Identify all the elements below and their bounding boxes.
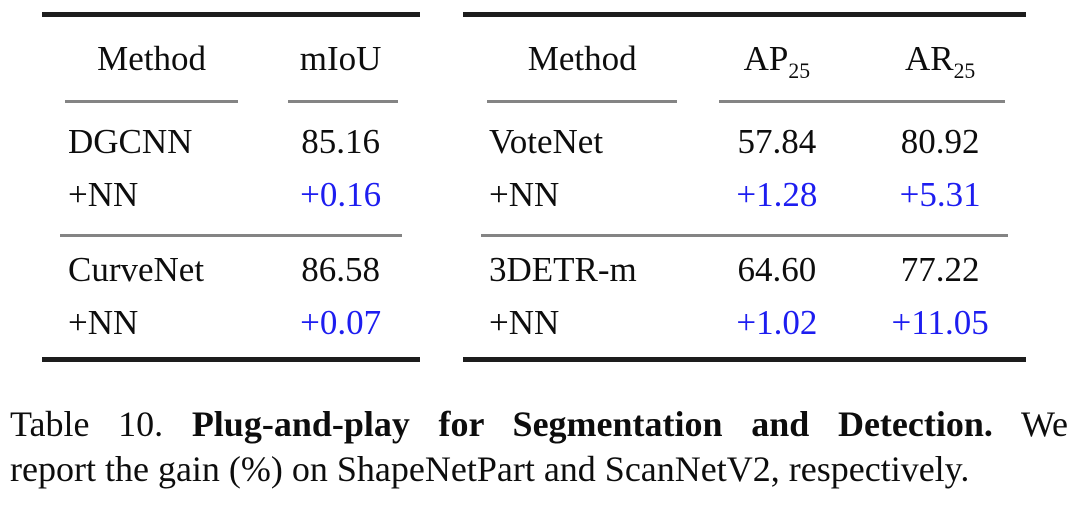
value-cell: 77.22 — [900, 250, 980, 289]
gain-value-cell: +1.28 — [736, 175, 818, 214]
value-cell: 57.84 — [737, 122, 817, 161]
col-header-ar25: AR25 — [854, 38, 1026, 82]
metric-label: AP — [743, 38, 789, 78]
method-cell: +NN — [68, 303, 139, 342]
col-header-method: Method — [97, 38, 207, 78]
bottom-rule — [463, 357, 1026, 362]
header-row: Method AP25 AR25 — [463, 17, 1026, 100]
segmentation-table: Method mIoU DGCNN 85.16 +NN +0.16 CurveN… — [42, 12, 420, 362]
header-separator-row — [463, 100, 1026, 103]
caption-label: Table 10. — [10, 404, 164, 444]
gain-value-cell: +5.31 — [899, 175, 981, 214]
mid-rule — [481, 234, 1008, 237]
caption-line-2: report the gain (%) on ShapeNetPart and … — [10, 449, 970, 489]
method-cell: VoteNet — [489, 122, 604, 161]
table-row: VoteNet 57.84 80.92 — [463, 115, 1026, 168]
col-header-miou: mIoU — [299, 38, 382, 78]
table-row: 3DETR-m 64.60 77.22 — [463, 243, 1026, 296]
header-row: Method mIoU — [42, 17, 420, 100]
header-separator-ap-ar — [719, 100, 1005, 103]
table-row: DGCNN 85.16 — [42, 115, 420, 168]
col-header-method: Method — [527, 38, 637, 78]
caption-line-1: Table 10. Plug-and-play for Segmentation… — [10, 402, 1068, 447]
bottom-rule — [42, 357, 420, 362]
method-cell: +NN — [68, 175, 139, 214]
header-separator-row — [42, 100, 420, 103]
mid-rule — [60, 234, 402, 237]
table-row: +NN +0.07 — [42, 296, 420, 349]
header-separator-miou — [288, 100, 398, 103]
metric-label: AR — [904, 38, 954, 78]
table-block-votenet: VoteNet 57.84 80.92 +NN +1.28 +5.31 — [463, 103, 1026, 234]
figure-caption: Table 10. Plug-and-play for Segmentation… — [10, 402, 1068, 492]
table-row: +NN +1.02 +11.05 — [463, 296, 1026, 349]
top-rule — [42, 12, 420, 17]
detection-table: Method AP25 AR25 VoteNet 57.84 80.92 +NN… — [463, 12, 1026, 362]
caption-title: Plug-and-play for Segmentation and Detec… — [191, 404, 993, 444]
table-row: CurveNet 86.58 — [42, 243, 420, 296]
table-row: +NN +1.28 +5.31 — [463, 168, 1026, 221]
header-separator-method — [487, 100, 678, 103]
value-cell: 85.16 — [301, 122, 380, 161]
top-rule — [463, 12, 1026, 17]
method-cell: +NN — [489, 175, 560, 214]
table-block-curvenet: CurveNet 86.58 +NN +0.07 — [42, 237, 420, 357]
method-cell: +NN — [489, 303, 560, 342]
value-cell: 80.92 — [900, 122, 980, 161]
metric-subscript: 25 — [953, 58, 976, 83]
metric-subscript: 25 — [788, 58, 811, 83]
col-header-ap25: AP25 — [699, 38, 854, 82]
table-block-3detr: 3DETR-m 64.60 77.22 +NN +1.02 +11.05 — [463, 237, 1026, 357]
method-cell: DGCNN — [68, 122, 193, 161]
table-block-dgcnn: DGCNN 85.16 +NN +0.16 — [42, 103, 420, 234]
gain-value-cell: +1.02 — [736, 303, 818, 342]
gain-value-cell: +11.05 — [891, 303, 989, 342]
gain-value-cell: +0.07 — [300, 303, 382, 342]
header-separator-method — [65, 100, 239, 103]
value-cell: 64.60 — [737, 250, 817, 289]
gain-value-cell: +0.16 — [300, 175, 382, 214]
method-cell: 3DETR-m — [489, 250, 637, 289]
value-cell: 86.58 — [301, 250, 380, 289]
caption-body-start: We — [1020, 404, 1069, 444]
method-cell: CurveNet — [68, 250, 205, 289]
table-row: +NN +0.16 — [42, 168, 420, 221]
